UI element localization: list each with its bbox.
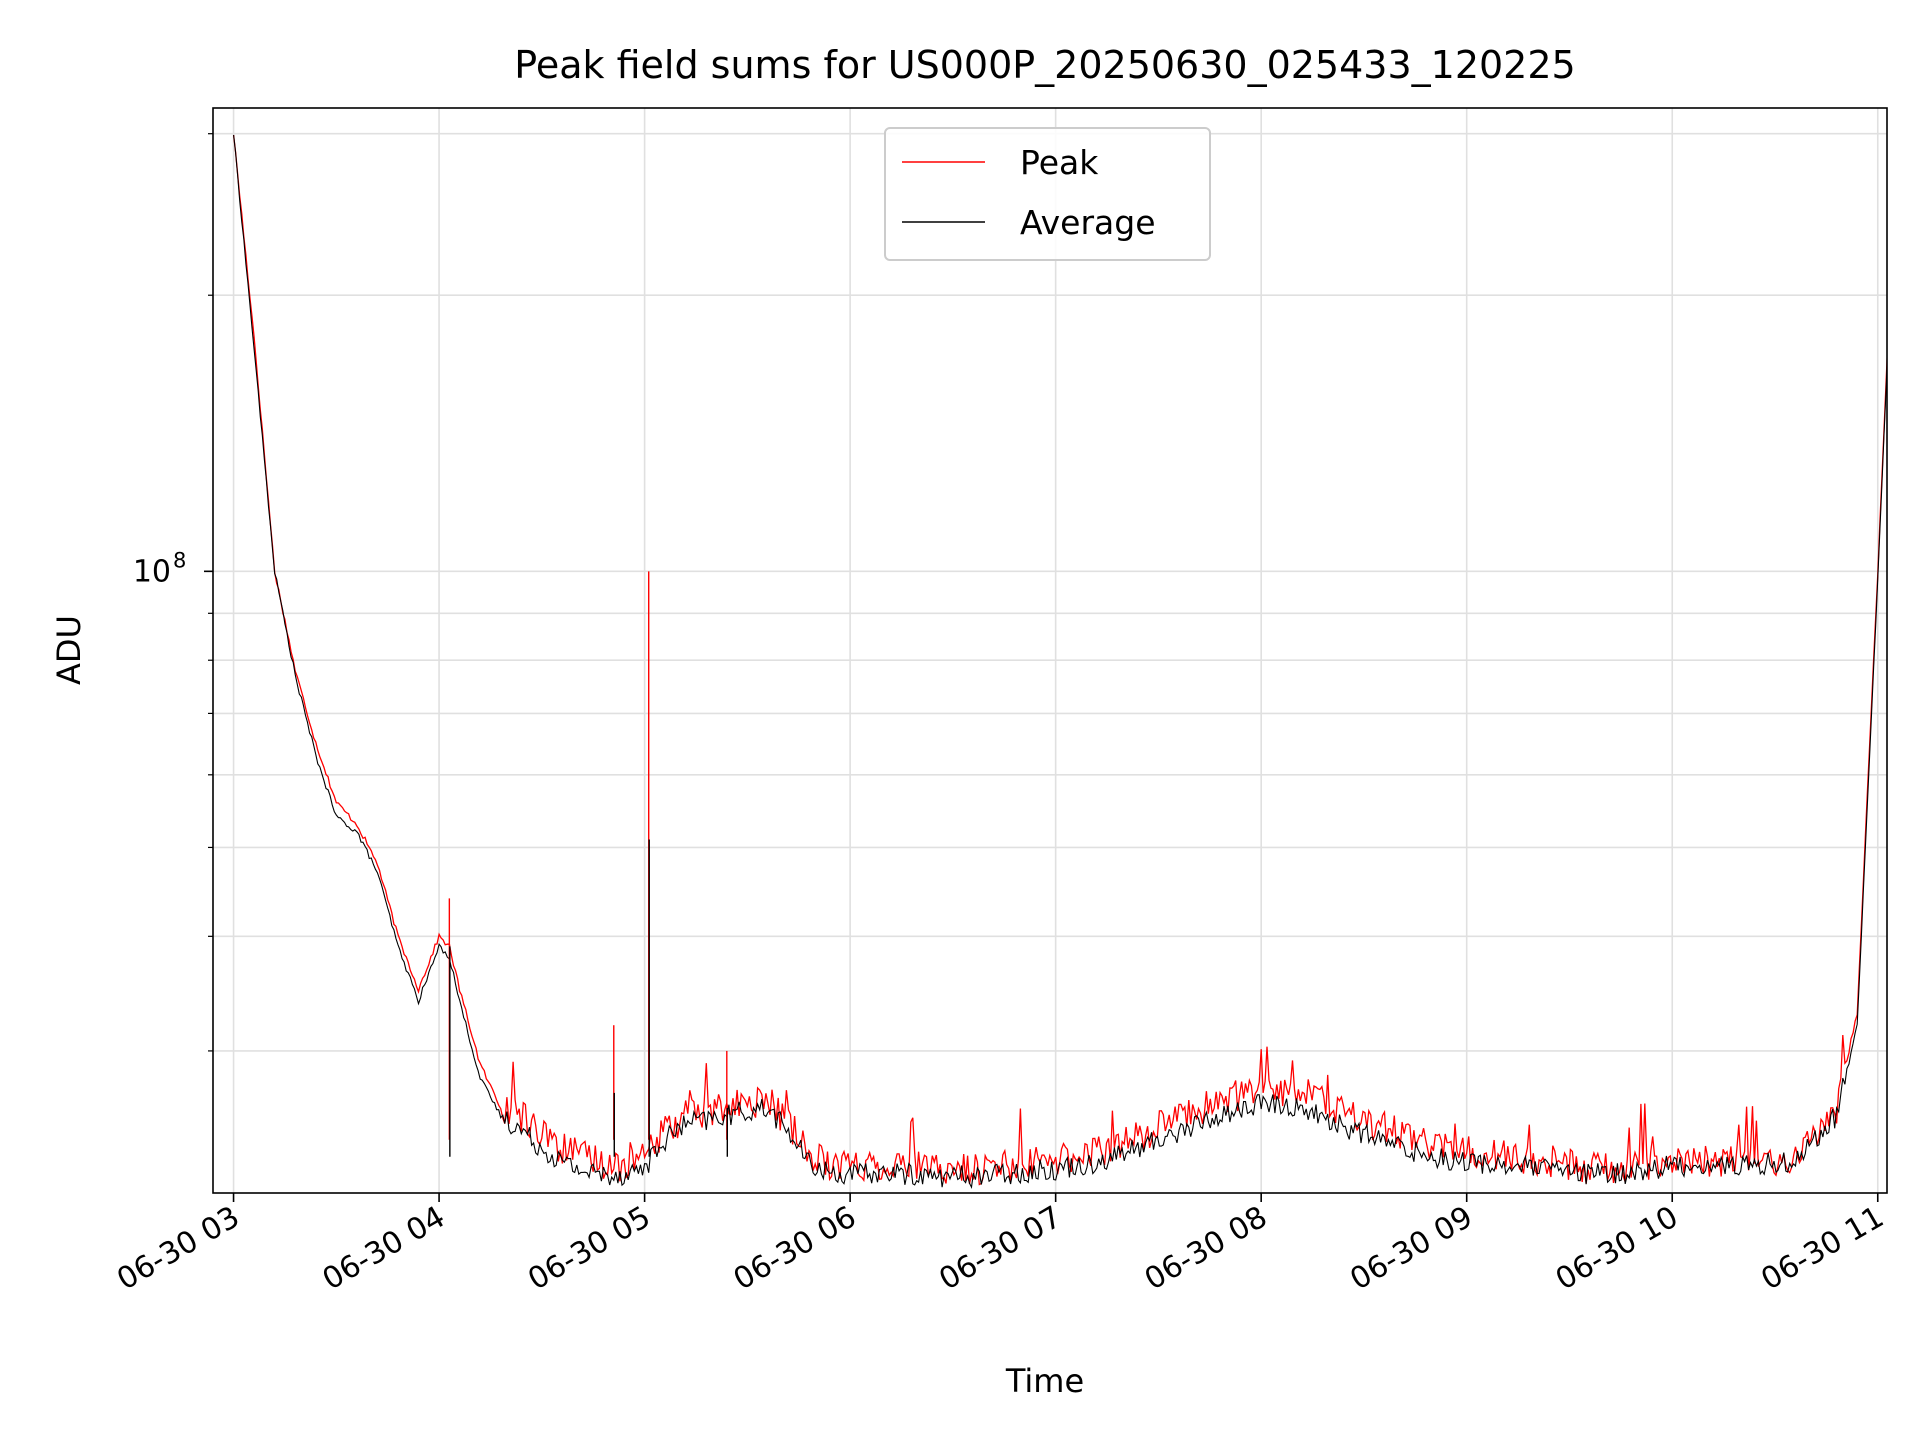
y-axis-ticks: 10 8 — [133, 133, 213, 1052]
y-tick-exponent: 8 — [173, 548, 186, 572]
series-line-average — [233, 134, 1887, 1190]
legend: Peak Average — [884, 127, 1211, 261]
chart-title: Peak field sums for US000P_20250630_0254… — [514, 43, 1575, 87]
y-tick-label: 10 — [133, 554, 171, 589]
legend-box — [884, 127, 1211, 261]
axes-frame — [212, 107, 1888, 1194]
grid — [213, 108, 1887, 1193]
legend-average-label: Average — [1020, 203, 1156, 242]
y-axis-label: ADU — [50, 615, 88, 685]
series-lines — [232, 134, 1887, 1190]
legend-peak-label: Peak — [1020, 143, 1099, 182]
x-axis-label: Time — [1005, 1362, 1084, 1400]
series-line-peak — [232, 135, 1887, 1186]
